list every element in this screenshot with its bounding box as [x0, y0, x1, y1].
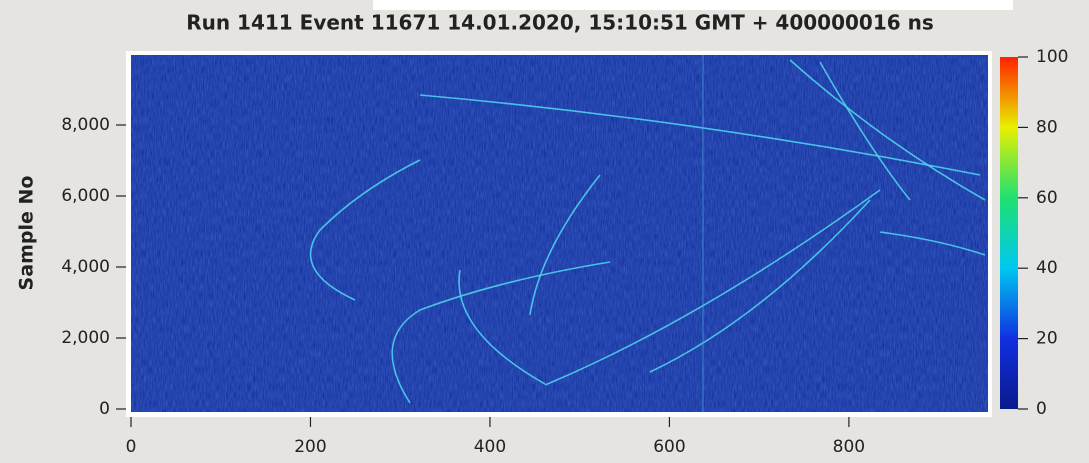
colorbar-tick-label: 100	[1036, 47, 1068, 67]
x-tick-label: 600	[653, 437, 685, 457]
colorbar-tick-label: 20	[1036, 329, 1058, 349]
heatmap	[131, 55, 988, 412]
y-tick-label: 2,000	[61, 328, 110, 348]
track	[309, 159, 421, 301]
x-tick-label: 200	[294, 437, 326, 457]
colorbar-tick-label: 80	[1036, 117, 1058, 137]
track	[544, 189, 881, 386]
track	[458, 269, 546, 385]
track	[649, 199, 871, 373]
track	[391, 261, 611, 404]
track	[879, 231, 986, 256]
track	[529, 174, 601, 316]
colorbar-tick-label: 60	[1036, 188, 1058, 208]
y-tick-label: 8,000	[61, 115, 110, 135]
colorbar	[1000, 57, 1018, 409]
chart-title: Run 1411 Event 11671 14.01.2020, 15:10:5…	[186, 11, 934, 35]
y-tick-label: 6,000	[61, 186, 110, 206]
x-tick-label: 0	[126, 437, 137, 457]
colorbar-tick-label: 40	[1036, 258, 1058, 278]
x-tick-label: 800	[833, 437, 865, 457]
track	[789, 59, 986, 201]
y-tick-label: 0	[99, 399, 110, 419]
track	[819, 61, 911, 201]
y-axis-label: Sample No	[16, 176, 38, 291]
y-tick-label: 4,000	[61, 257, 110, 277]
track	[419, 94, 981, 176]
overlay-strip	[373, 0, 1013, 10]
x-tick-label: 400	[474, 437, 506, 457]
colorbar-tick-label: 0	[1036, 399, 1047, 419]
